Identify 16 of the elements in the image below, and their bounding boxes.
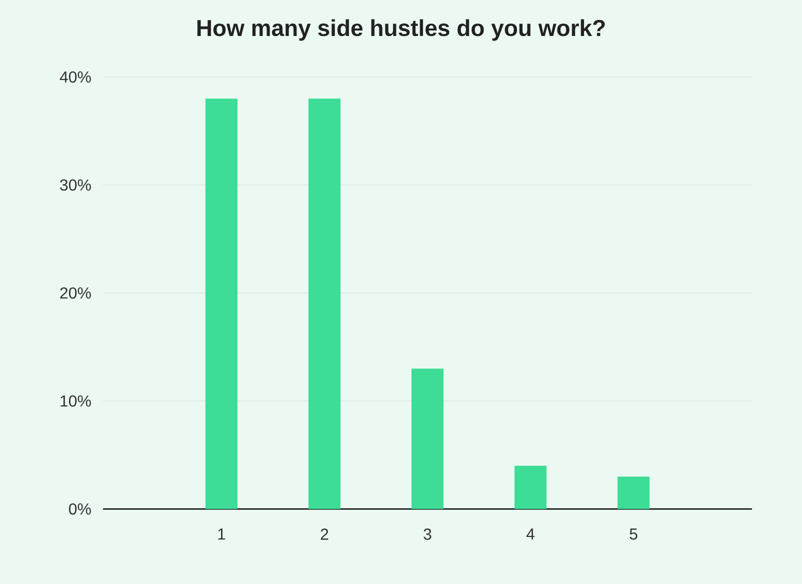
bar (205, 98, 238, 509)
chart-title: How many side hustles do you work? (197, 19, 605, 41)
x-tick-label: 2 (320, 528, 328, 540)
bar (514, 466, 547, 509)
bar (308, 98, 340, 509)
y-tick-label: 40% (60, 71, 91, 83)
y-tick-label: 10% (60, 395, 91, 407)
x-tick-label: 4 (526, 528, 534, 540)
y-tick-label: 20% (60, 287, 91, 299)
bar (618, 476, 650, 509)
y-tick-label: 0% (68, 503, 91, 515)
x-tick-label: 1 (218, 528, 226, 540)
bar (412, 368, 444, 509)
x-tick-label: 5 (630, 528, 638, 540)
x-tick-label: 3 (424, 528, 432, 540)
y-tick-label: 30% (60, 179, 91, 191)
